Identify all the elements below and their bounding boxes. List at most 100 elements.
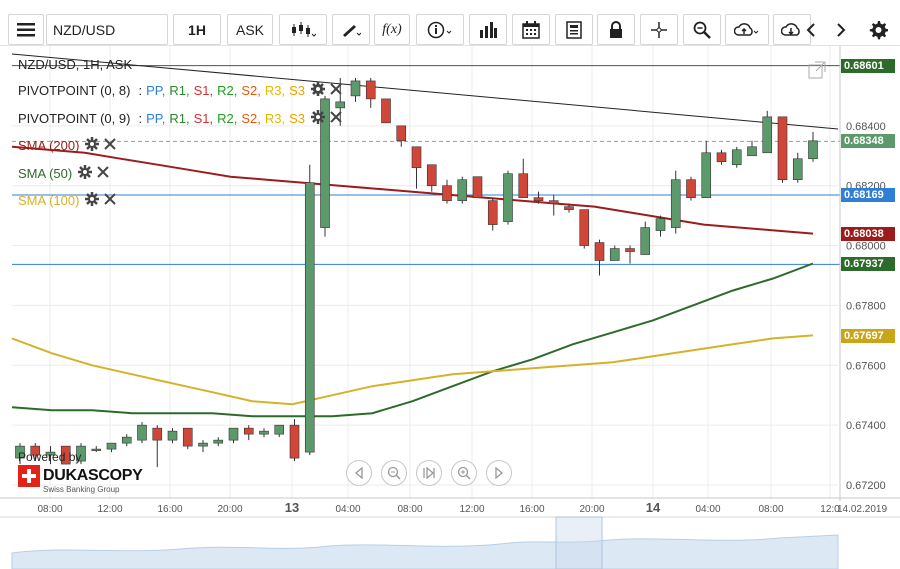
- candle: [777, 116, 788, 183]
- pivot-r3: R3,: [264, 111, 286, 126]
- candle-body: [747, 146, 757, 157]
- candle-body: [640, 227, 651, 255]
- y-tick-label: 0.67800: [846, 300, 886, 312]
- price-axis-panel: [840, 46, 900, 501]
- toolbar: NZD/USD 1H ASK f(x): [0, 0, 900, 46]
- indicator-settings-icon[interactable]: [85, 137, 100, 151]
- candle: [472, 176, 483, 198]
- pivot-r2: R2,: [217, 111, 238, 126]
- symbol-selector[interactable]: NZD/USD: [46, 14, 168, 45]
- chevron-left-icon[interactable]: [796, 14, 826, 45]
- indicator-remove-icon[interactable]: [329, 110, 343, 124]
- x-tick-label: 12:00: [97, 504, 122, 515]
- candle-body: [548, 200, 559, 204]
- candle: [503, 170, 513, 225]
- candle: [45, 446, 56, 465]
- menu-icon[interactable]: [8, 14, 44, 45]
- crosshair-icon[interactable]: [640, 14, 678, 45]
- pivot-s3: S3: [289, 111, 305, 126]
- candle-body: [594, 242, 605, 261]
- y-tick-label: 0.67600: [846, 360, 886, 372]
- x-tick-label: 04:00: [335, 504, 360, 515]
- candle: [91, 446, 102, 453]
- candle-body: [655, 218, 666, 231]
- price-side-button[interactable]: ASK: [227, 14, 273, 45]
- navigator-area: [11, 534, 839, 569]
- timeframe-button[interactable]: 1H: [173, 14, 221, 45]
- volume-bars-icon[interactable]: [469, 14, 507, 45]
- zoom-icon[interactable]: [683, 14, 721, 45]
- pivot-s3: S3: [289, 83, 305, 98]
- scroll-left-button[interactable]: [346, 460, 372, 486]
- indicator-settings-icon[interactable]: [78, 165, 93, 179]
- candle: [594, 239, 605, 276]
- zoom-in-button[interactable]: [451, 460, 477, 486]
- price-tag: 0.68038: [841, 227, 895, 242]
- info-icon[interactable]: [416, 14, 464, 45]
- candle: [640, 221, 651, 255]
- download-cloud-icon[interactable]: [773, 14, 811, 45]
- candle-body: [518, 173, 529, 198]
- y-tick-label: 0.68000: [846, 241, 886, 253]
- x-tick-label: 08:00: [37, 504, 62, 515]
- sma100-label: SMA (100): [18, 193, 80, 208]
- candle-body: [686, 179, 696, 198]
- candle: [274, 424, 285, 438]
- candle-body: [426, 164, 437, 186]
- draw-pen-icon[interactable]: [332, 14, 370, 45]
- sma200-label: SMA (200): [18, 138, 80, 153]
- candle-type-icon[interactable]: [279, 14, 327, 45]
- scroll-right-button[interactable]: [486, 460, 512, 486]
- candle-body: [91, 448, 102, 451]
- candle: [243, 425, 254, 441]
- indicator-remove-icon[interactable]: [329, 82, 343, 96]
- candle-body: [609, 248, 620, 261]
- candle-body: [45, 451, 56, 456]
- upload-cloud-icon[interactable]: [725, 14, 769, 45]
- candle-body: [411, 146, 422, 169]
- candle: [365, 77, 376, 108]
- chevron-right-icon[interactable]: [826, 14, 856, 45]
- x-tick-label: 12:00: [459, 504, 484, 515]
- zoom-out-button[interactable]: [381, 460, 407, 486]
- candle-body: [15, 445, 25, 459]
- lock-icon[interactable]: [597, 14, 635, 45]
- sma100-legend: SMA (100): [18, 192, 117, 209]
- candle: [152, 425, 163, 468]
- candle-body: [30, 445, 41, 456]
- indicator-remove-icon[interactable]: [103, 192, 117, 206]
- candle: [731, 146, 742, 168]
- y-tick-label: 0.67400: [846, 420, 886, 432]
- timeframe-label: 1H: [188, 21, 206, 38]
- x-tick-label: 08:00: [397, 504, 422, 515]
- candle: [30, 443, 41, 462]
- candle-body: [289, 424, 300, 459]
- indicator-settings-icon[interactable]: [85, 192, 100, 206]
- pivot-s2: S2,: [241, 111, 261, 126]
- candle-body: [503, 173, 513, 222]
- function-icon[interactable]: f(x): [374, 14, 410, 45]
- calendar-icon[interactable]: [512, 14, 550, 45]
- reset-view-button[interactable]: [416, 460, 442, 486]
- candle-body: [335, 101, 346, 109]
- indicator-remove-icon[interactable]: [103, 137, 117, 151]
- candle: [350, 77, 361, 102]
- gear-icon[interactable]: [862, 14, 894, 45]
- expand-icon[interactable]: [808, 61, 826, 84]
- news-icon[interactable]: [555, 14, 593, 45]
- candle: [670, 170, 681, 234]
- candle: [15, 443, 25, 465]
- sma200-legend: SMA (200): [18, 137, 117, 154]
- indicator-settings-icon[interactable]: [311, 110, 325, 124]
- candle: [381, 98, 391, 124]
- candle: [655, 215, 666, 237]
- price-tag: 0.67937: [841, 257, 895, 272]
- x-tick-label: 14: [646, 500, 661, 515]
- indicator-remove-icon[interactable]: [96, 165, 110, 179]
- indicator-settings-icon[interactable]: [311, 82, 325, 96]
- function-label: f(x): [382, 21, 402, 37]
- chart-area[interactable]: 0.684000.682000.680000.678000.676000.674…: [0, 46, 900, 569]
- candle-body: [198, 442, 208, 447]
- x-tick-label: 14.02.2019: [837, 504, 887, 515]
